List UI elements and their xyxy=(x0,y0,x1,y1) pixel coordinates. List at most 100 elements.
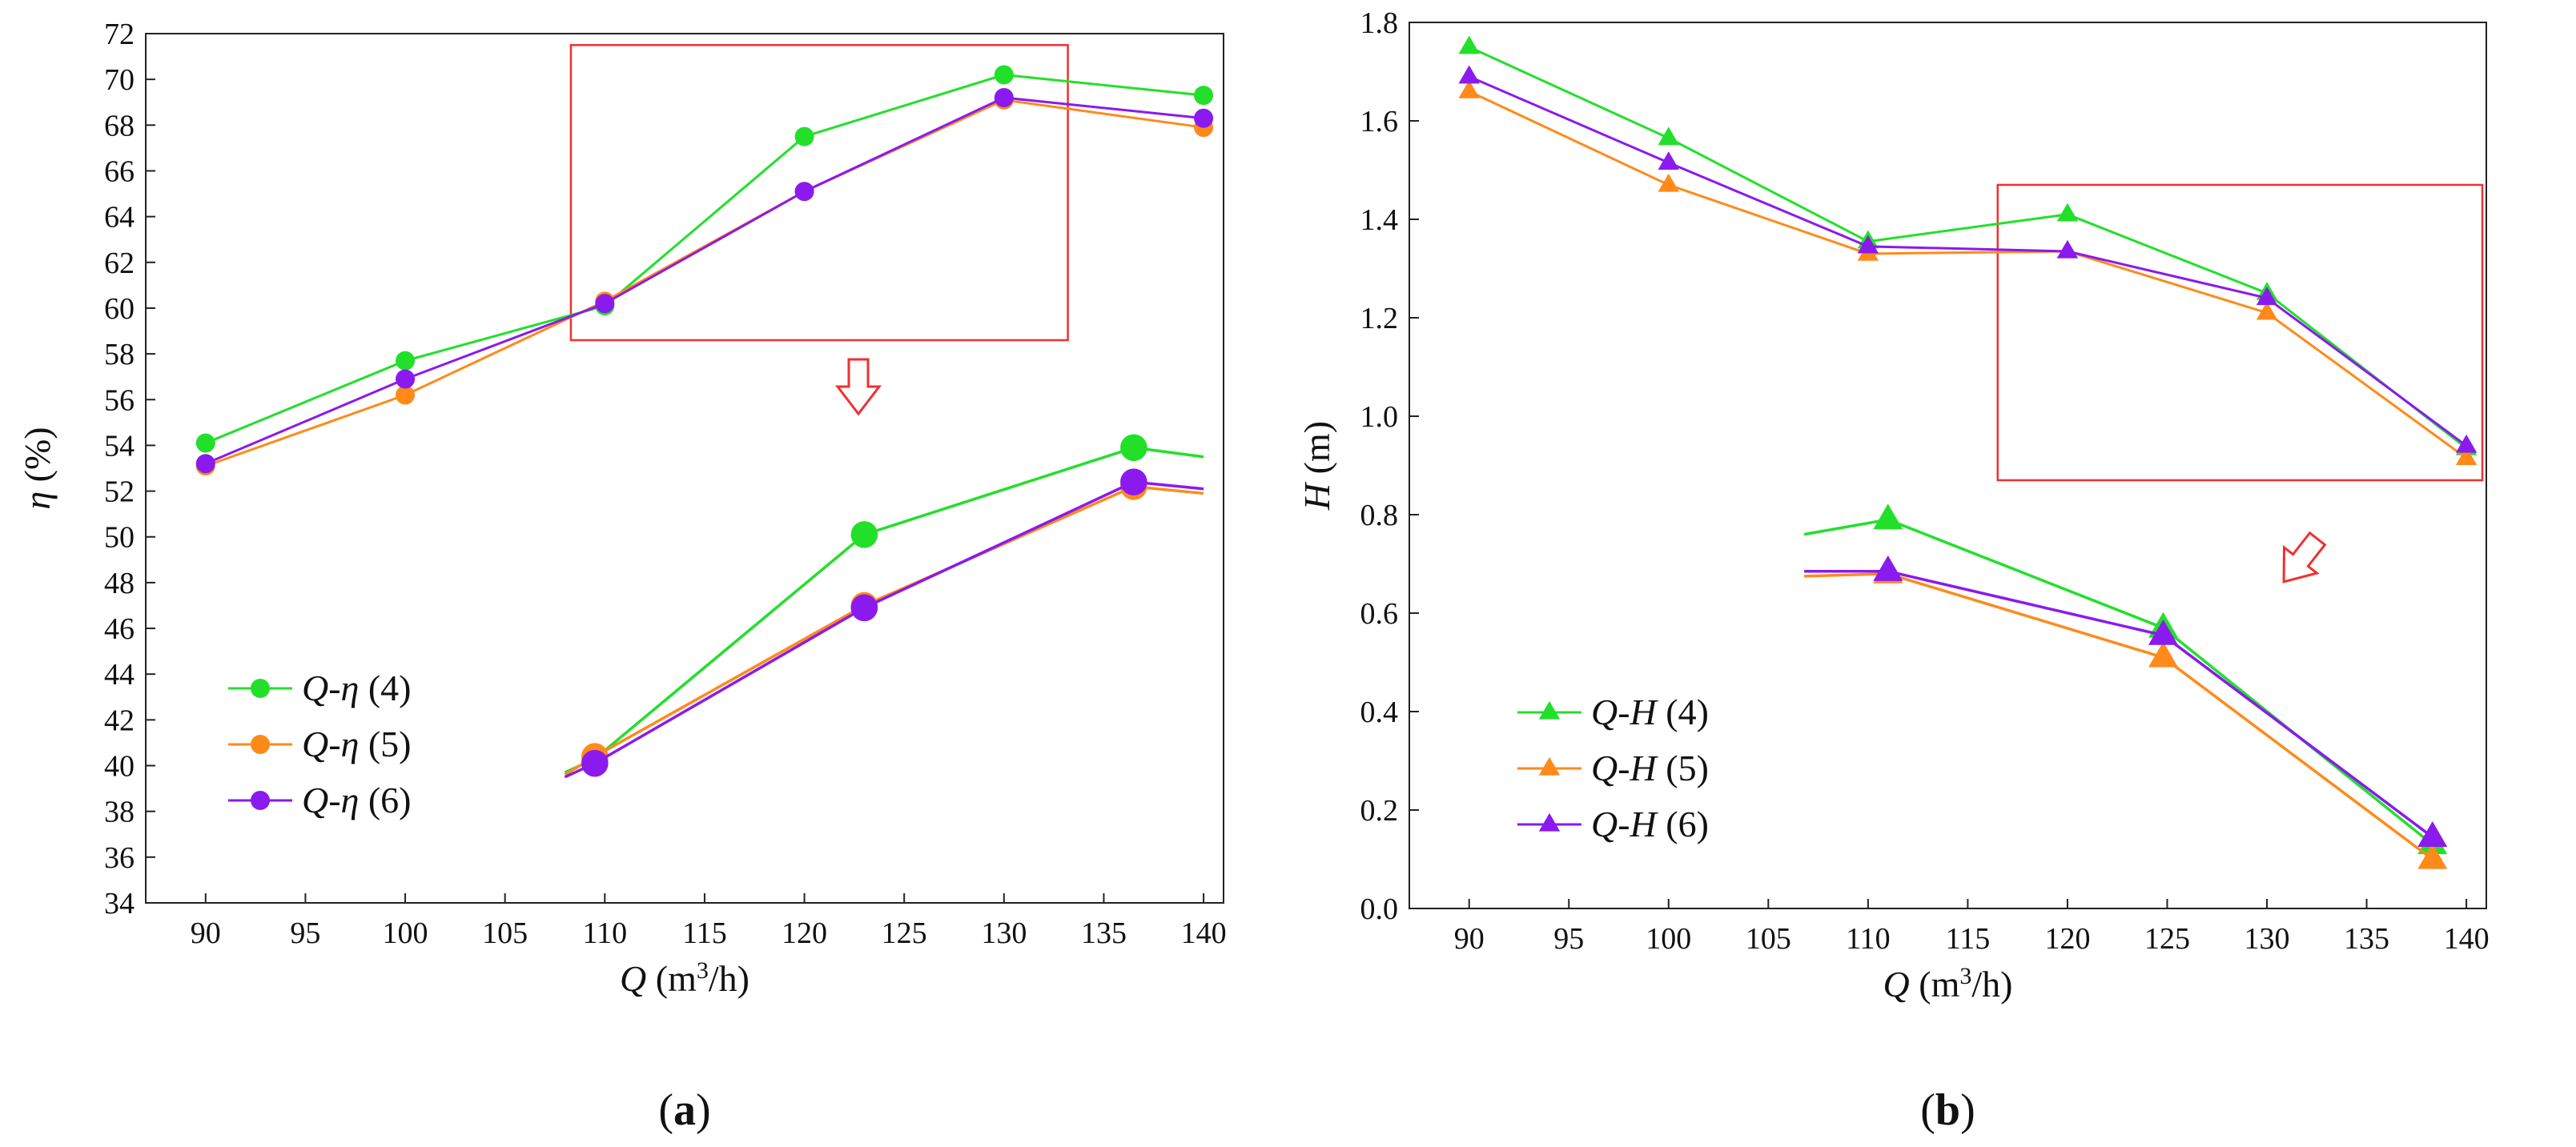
data-point xyxy=(795,127,814,146)
x-tick-label: 135 xyxy=(1081,916,1127,950)
zoom-box xyxy=(1998,185,2482,480)
x-axis-label: Q (m3/h) xyxy=(1883,963,2013,1005)
x-tick-label: 125 xyxy=(882,916,927,950)
series-4 xyxy=(196,65,1213,452)
panel-label: (a) xyxy=(658,1085,710,1135)
data-point xyxy=(795,182,814,201)
data-point xyxy=(396,351,415,371)
y-tick-label: 0.4 xyxy=(1360,696,1399,729)
series-line xyxy=(1469,91,2466,458)
y-tick-label: 0.8 xyxy=(1360,499,1399,532)
series-5 xyxy=(196,90,1213,475)
data-point xyxy=(1459,36,1480,54)
panel-label: (b) xyxy=(1920,1085,1975,1135)
x-tick-label: 100 xyxy=(383,916,428,950)
y-tick-label: 1.6 xyxy=(1360,105,1399,138)
x-tick-label: 120 xyxy=(782,916,827,950)
inset-line xyxy=(1804,519,2433,844)
y-tick-label: 52 xyxy=(104,475,135,509)
plot-frame xyxy=(1409,22,2486,908)
inset-point xyxy=(851,521,878,548)
y-tick-label: 0.2 xyxy=(1360,794,1399,828)
x-tick-label: 140 xyxy=(1181,916,1227,950)
zoom-arrow-shape xyxy=(838,359,879,414)
inset-point xyxy=(1873,503,1903,529)
y-tick-label: 62 xyxy=(104,247,135,280)
series-4 xyxy=(1459,36,2478,455)
legend-marker xyxy=(251,679,270,698)
data-point xyxy=(1459,66,1480,84)
y-axis-label: H (m) xyxy=(1296,421,1337,511)
series-line xyxy=(206,100,1204,466)
y-tick-label: 56 xyxy=(104,383,135,417)
legend-marker xyxy=(1539,757,1560,776)
inset-series-5 xyxy=(1804,558,2447,869)
legend-label: Q-η (6) xyxy=(302,780,412,820)
y-tick-label: 64 xyxy=(104,201,135,235)
x-tick-label: 120 xyxy=(2044,922,2090,956)
inset-point xyxy=(1120,468,1147,495)
x-tick-label: 110 xyxy=(582,916,627,950)
y-tick-label: 46 xyxy=(104,612,135,646)
inset-line xyxy=(565,482,1204,777)
inset-point xyxy=(851,595,878,622)
series-line xyxy=(1469,77,2466,446)
zoom-arrow-icon xyxy=(838,359,879,414)
inset-series-5 xyxy=(565,473,1204,775)
inset-point xyxy=(581,750,609,777)
x-tick-label: 140 xyxy=(2444,922,2490,956)
series-line xyxy=(206,74,1204,443)
x-tick-label: 90 xyxy=(191,916,221,950)
y-tick-label: 44 xyxy=(104,658,135,692)
x-tick-label: 135 xyxy=(2344,922,2389,956)
x-axis-label: Q (m3/h) xyxy=(620,957,749,999)
x-tick-label: 95 xyxy=(1553,922,1584,956)
y-tick-label: 60 xyxy=(104,292,135,326)
x-tick-label: 90 xyxy=(1454,922,1485,956)
x-tick-label: 100 xyxy=(1646,922,1691,956)
data-point xyxy=(595,294,614,313)
y-tick-label: 42 xyxy=(104,704,135,737)
y-tick-label: 36 xyxy=(104,841,135,875)
x-tick-label: 95 xyxy=(290,916,320,950)
legend-marker xyxy=(1539,813,1560,832)
inset-line xyxy=(565,487,1204,775)
y-tick-label: 72 xyxy=(104,18,135,51)
inset-line xyxy=(1804,574,2433,860)
data-point xyxy=(2057,203,2078,222)
inset-point xyxy=(1873,555,1903,581)
x-tick-label: 115 xyxy=(1946,922,1991,956)
y-tick-label: 48 xyxy=(104,567,135,600)
legend-marker xyxy=(1539,701,1560,720)
y-tick-label: 58 xyxy=(104,338,135,371)
y-tick-label: 38 xyxy=(104,796,135,829)
legend-label: Q-η (4) xyxy=(302,668,412,708)
plot-frame xyxy=(146,34,1224,903)
data-point xyxy=(396,370,415,389)
y-tick-label: 0.0 xyxy=(1360,892,1399,926)
y-tick-label: 68 xyxy=(104,109,135,142)
y-tick-label: 70 xyxy=(104,63,135,97)
inset-series-4 xyxy=(1804,503,2447,854)
x-tick-label: 105 xyxy=(482,916,528,950)
y-tick-label: 40 xyxy=(104,750,135,784)
y-tick-label: 54 xyxy=(104,429,135,463)
series-line xyxy=(206,98,1204,463)
data-point xyxy=(2057,240,2078,259)
chart-efficiency: 3436384042444648505254565860626466687072… xyxy=(0,0,1285,1147)
inset-series-6 xyxy=(1804,555,2447,847)
x-tick-label: 105 xyxy=(1746,922,1791,956)
zoom-arrow-shape xyxy=(2268,526,2334,595)
inset-series-4 xyxy=(565,434,1204,772)
y-tick-label: 50 xyxy=(104,521,135,555)
y-tick-label: 66 xyxy=(104,154,135,188)
legend-marker xyxy=(251,735,270,754)
x-tick-label: 125 xyxy=(2144,922,2190,956)
chart-head: 0.0 0.2 0.4 0.6 0.8 1.0 1.2 1.4 1.6 1.8 90 95 100 105… xyxy=(1289,0,2576,1147)
inset-point xyxy=(1120,434,1147,461)
series-line xyxy=(1469,47,2466,448)
zoom-arrow-icon xyxy=(2268,526,2334,595)
legend-marker xyxy=(251,791,270,810)
zoom-box xyxy=(571,45,1068,340)
data-point xyxy=(196,454,215,473)
